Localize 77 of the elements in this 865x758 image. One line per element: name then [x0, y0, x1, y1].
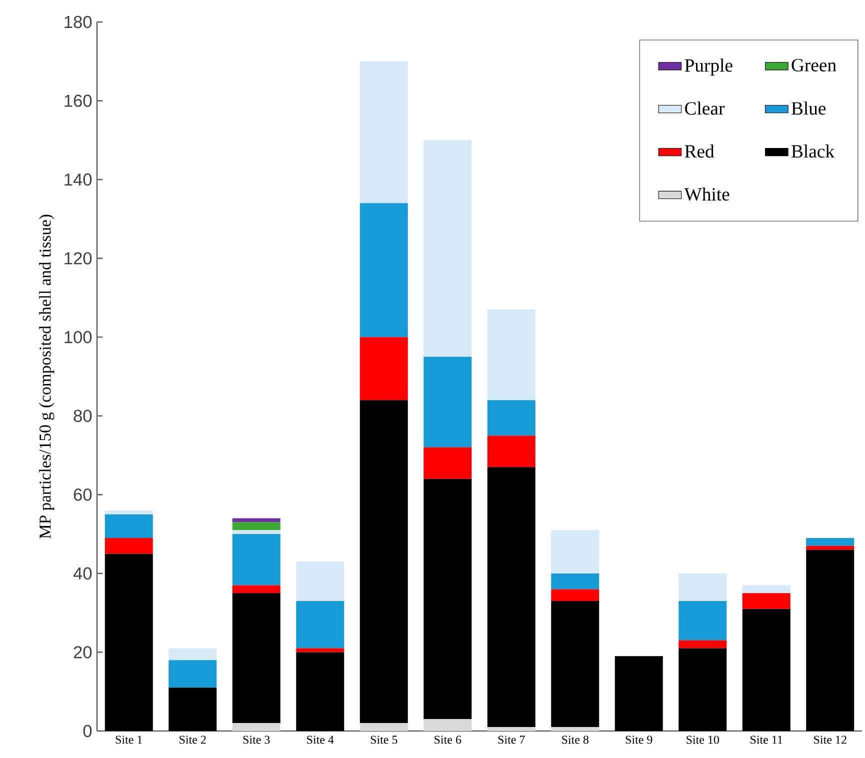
- bar: [232, 534, 280, 586]
- bar: [168, 648, 217, 660]
- bar: [104, 538, 153, 554]
- x-tick-label: Site 1: [116, 736, 142, 744]
- bar: [487, 400, 536, 436]
- bar: [360, 61, 408, 204]
- x-tick-label: Site 3: [243, 736, 270, 744]
- bar: [742, 593, 790, 609]
- y-tick-label: 120: [64, 252, 92, 264]
- bar: [424, 447, 472, 479]
- x-tick-label: Site 4: [307, 736, 334, 744]
- bar: [678, 573, 727, 602]
- bar: [296, 562, 344, 602]
- bar: [424, 140, 472, 357]
- bar: [232, 522, 280, 530]
- x-tick-label: Site 8: [562, 736, 588, 744]
- x-tick-label: Site 5: [370, 736, 398, 744]
- y-tick-label: 160: [64, 94, 92, 107]
- legend-label: Clear: [685, 102, 725, 115]
- bar: [296, 601, 344, 648]
- bar: [678, 648, 727, 731]
- bar: [360, 203, 408, 338]
- legend-label: Green: [792, 58, 836, 72]
- x-tick-label: Site 9: [626, 736, 652, 744]
- legend-label: Purple: [684, 58, 732, 76]
- y-axis-title: MP particles/150 g (composited shell and tissue): [39, 214, 54, 538]
- bar: [551, 601, 600, 728]
- y-tick-label: 180: [64, 16, 92, 28]
- bar: [168, 688, 217, 731]
- bar: [424, 356, 472, 448]
- legend-label: Blue: [792, 102, 826, 115]
- bar: [551, 589, 600, 602]
- bar: [678, 640, 727, 648]
- legend-label: Red: [684, 144, 714, 158]
- bar: [806, 546, 854, 550]
- bar: [360, 337, 408, 400]
- x-tick-label: Site 10: [686, 736, 719, 744]
- bar: [104, 514, 153, 538]
- x-tick-label: Site 2: [180, 736, 206, 744]
- bar: [551, 530, 600, 574]
- bar: [678, 601, 727, 640]
- y-tick-label: 20: [74, 646, 92, 658]
- bar: [104, 510, 153, 514]
- legend-label: Black: [792, 144, 835, 158]
- y-tick-label: 80: [74, 410, 92, 422]
- bar: [424, 719, 472, 731]
- bar: [806, 538, 854, 546]
- y-tick-label: 0: [83, 724, 92, 738]
- bar: [487, 467, 536, 728]
- bar: [487, 436, 536, 468]
- bar: [232, 593, 280, 724]
- bar: [104, 554, 153, 731]
- x-tick-label: Site 6: [434, 736, 462, 744]
- bar: [551, 573, 600, 590]
- bar: [360, 723, 408, 731]
- bar: [487, 727, 536, 731]
- bar: [614, 656, 663, 731]
- y-tick-label: 40: [73, 567, 92, 580]
- x-tick-label: Site 11: [750, 736, 782, 744]
- x-tick-label: Site 7: [498, 736, 525, 744]
- bar: [232, 530, 280, 534]
- bar: [360, 400, 408, 724]
- y-tick-label: 140: [64, 173, 92, 186]
- bar: [232, 723, 280, 731]
- y-tick-label: 100: [64, 330, 92, 344]
- bar: [742, 585, 790, 594]
- x-tick-label: Site 12: [814, 736, 846, 744]
- y-tick-label: 60: [74, 488, 92, 501]
- bar: [168, 660, 217, 688]
- bar: [424, 478, 472, 720]
- bar: [232, 585, 280, 594]
- legend-label: White: [684, 187, 730, 201]
- bar: [806, 550, 854, 731]
- bar: [296, 652, 344, 731]
- bar: [487, 310, 536, 400]
- bar: [742, 608, 790, 731]
- bar: [551, 727, 600, 731]
